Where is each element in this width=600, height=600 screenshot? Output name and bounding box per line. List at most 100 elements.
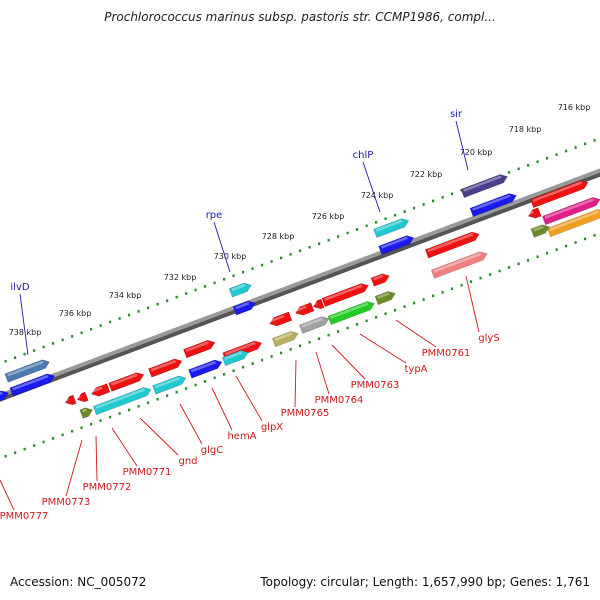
kbp-dot xyxy=(90,422,93,426)
bottom-label-connector xyxy=(0,479,15,511)
top-gene-label[interactable]: rpe xyxy=(206,210,223,221)
top-gene-label[interactable]: sir xyxy=(450,109,463,120)
gene-right-magenta[interactable] xyxy=(541,195,600,226)
gene-PMM0763[interactable] xyxy=(312,298,325,311)
kbp-dot xyxy=(574,241,577,244)
kbp-dot xyxy=(90,327,93,331)
kbp-dot xyxy=(460,283,463,287)
gene-PMM0772[interactable] xyxy=(90,383,111,399)
kbp-label: 726 kbp xyxy=(312,212,345,221)
kbp-dot xyxy=(175,295,178,299)
gene-PMM0765[interactable] xyxy=(268,311,293,328)
lower-kbp-dots xyxy=(4,234,596,458)
gene-right-small[interactable] xyxy=(527,207,542,221)
gene-PMM0777[interactable] xyxy=(64,394,77,407)
kbp-dot xyxy=(375,316,378,319)
top-label-connector xyxy=(455,120,469,171)
gene-PMM0761[interactable] xyxy=(370,272,391,287)
gene-rpe[interactable] xyxy=(232,299,257,316)
bottom-gene-label[interactable]: typA xyxy=(404,364,427,375)
kbp-dot xyxy=(327,333,330,337)
genome-backbone xyxy=(0,168,600,398)
bottom-gene-label[interactable]: PMM0772 xyxy=(83,482,132,493)
gene-PMM0771-cyan[interactable] xyxy=(92,385,152,416)
gene-glyS-pink[interactable] xyxy=(430,250,488,279)
bottom-label-connector xyxy=(294,359,297,408)
gene-PMM0765-khaki[interactable] xyxy=(271,329,300,348)
kbp-label: 724 kbp xyxy=(361,191,394,200)
gene-typA-green[interactable] xyxy=(327,299,376,326)
gene-PMM0773[interactable] xyxy=(76,391,89,404)
gene-glgC-red[interactable] xyxy=(183,338,216,359)
bottom-gene-label[interactable]: glpX xyxy=(261,422,283,433)
gene-right-olive[interactable] xyxy=(530,223,551,238)
gene-right-orange[interactable] xyxy=(546,207,600,238)
kbp-dot xyxy=(536,160,539,164)
gene-glgC[interactable] xyxy=(188,358,224,379)
accession-label: Accession: NC_005072 xyxy=(10,575,147,589)
kbp-dot xyxy=(318,337,321,340)
bottom-gene-label[interactable]: hemA xyxy=(227,431,256,442)
gene-hemA[interactable] xyxy=(221,348,250,367)
kbp-label: 732 kbp xyxy=(164,273,197,282)
kbp-dot xyxy=(546,251,549,255)
kbp-label: 736 kbp xyxy=(59,309,92,318)
kbp-dot xyxy=(99,324,102,327)
kbp-dot xyxy=(52,342,55,345)
bottom-gene-label[interactable]: PMM0764 xyxy=(315,395,364,406)
gene-ilvD-steel[interactable] xyxy=(4,358,51,383)
kbp-dot xyxy=(555,153,558,156)
gene-rpe-cyan[interactable] xyxy=(228,281,253,298)
kbp-dot xyxy=(251,267,254,270)
bottom-gene-label[interactable]: gnd xyxy=(178,456,197,467)
gene-sir[interactable] xyxy=(469,191,518,218)
kbp-dot xyxy=(584,237,587,241)
gene-chlP-cyan[interactable] xyxy=(373,216,411,238)
gene-right-red[interactable] xyxy=(529,178,589,209)
kbp-dot xyxy=(61,433,64,437)
gene-glyS[interactable] xyxy=(424,230,481,259)
gene-PMM0771[interactable] xyxy=(108,370,146,392)
kbp-dot xyxy=(574,146,577,149)
kbp-dot xyxy=(517,167,520,171)
gene-typA[interactable] xyxy=(321,281,370,308)
kbp-dot xyxy=(242,365,245,369)
kbp-dot xyxy=(479,276,482,280)
bottom-gene-label[interactable]: PMM0763 xyxy=(351,380,400,391)
bottom-gene-label[interactable]: PMM0771 xyxy=(123,467,172,478)
bottom-gene-label[interactable]: PMM0777 xyxy=(0,511,48,522)
bottom-gene-label[interactable]: PMM0765 xyxy=(281,408,330,419)
gene-chlP[interactable] xyxy=(378,233,416,255)
bottom-gene-label[interactable]: glgC xyxy=(201,445,223,456)
gene-sir-dark[interactable] xyxy=(460,172,509,199)
gene-PMM0761-olive[interactable] xyxy=(374,289,397,306)
gene-edge-blue[interactable] xyxy=(0,389,10,402)
gene-ilvD[interactable] xyxy=(9,372,56,397)
gene-PMM0764[interactable] xyxy=(294,302,315,318)
upper-kbp-dots xyxy=(4,139,596,363)
kbp-dot xyxy=(384,312,387,316)
gene-PMM0764-grey[interactable] xyxy=(298,315,330,334)
kbp-dot xyxy=(80,331,83,335)
topology-label: Topology: circular; Length: 1,657,990 bp… xyxy=(260,575,590,589)
bottom-gene-label[interactable]: PMM0761 xyxy=(422,348,471,359)
bottom-label-connector xyxy=(211,387,233,431)
kbp-label: 716 kbp xyxy=(558,103,591,112)
kbp-dot xyxy=(232,369,235,373)
gene-PMM0773-olive[interactable] xyxy=(79,406,94,419)
kbp-dot xyxy=(280,256,283,260)
kbp-dot xyxy=(42,345,45,349)
kbp-dot xyxy=(508,171,511,174)
kbp-label: 728 kbp xyxy=(262,232,295,241)
gene-gnd-cyan[interactable] xyxy=(152,374,188,395)
bottom-gene-label[interactable]: PMM0773 xyxy=(42,497,91,508)
bottom-gene-label[interactable]: glyS xyxy=(478,333,499,344)
kbp-dot xyxy=(61,338,64,342)
bottom-label-connector xyxy=(331,344,366,380)
bottom-label-connector xyxy=(179,403,203,445)
kbp-dot xyxy=(451,287,454,291)
kbp-dot xyxy=(413,301,416,305)
top-gene-label[interactable]: chlP xyxy=(353,150,374,161)
gene-gnd[interactable] xyxy=(148,357,184,378)
top-gene-label[interactable]: ilvD xyxy=(10,282,29,293)
